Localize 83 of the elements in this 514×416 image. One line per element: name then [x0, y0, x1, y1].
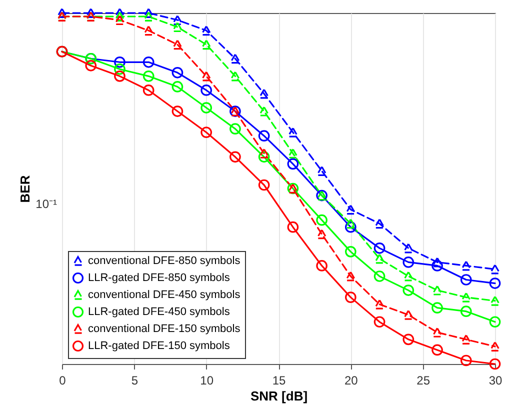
point	[172, 106, 184, 117]
point	[287, 127, 299, 138]
point	[316, 214, 328, 226]
point	[200, 26, 212, 36]
point	[374, 270, 386, 282]
point	[374, 254, 386, 264]
point	[316, 166, 328, 176]
point	[230, 71, 241, 82]
point	[172, 67, 184, 78]
point	[460, 274, 472, 286]
point	[489, 296, 501, 306]
legend-label: LLR-gated DFE-150 symbols	[88, 340, 230, 352]
point	[114, 70, 126, 82]
x-tick-label: 30	[488, 374, 502, 388]
point	[316, 229, 328, 240]
point	[200, 84, 212, 96]
point	[344, 292, 356, 303]
legend-label: conventional DFE-150 symbols	[88, 323, 241, 335]
legend-label: LLR-gated DFE-850 symbols	[88, 272, 230, 284]
point	[316, 260, 328, 272]
point	[172, 81, 184, 92]
point	[230, 151, 241, 163]
point	[287, 148, 299, 158]
point	[114, 8, 126, 18]
x-axis-title: SNR [dB]	[250, 388, 308, 404]
point	[344, 246, 356, 258]
point	[489, 341, 501, 352]
point	[230, 123, 241, 134]
x-tick-label: 10	[200, 374, 214, 388]
point	[432, 260, 443, 272]
point	[258, 179, 270, 191]
point	[402, 334, 414, 346]
point	[114, 15, 126, 26]
point	[489, 278, 501, 289]
point	[258, 148, 270, 158]
point	[489, 358, 501, 370]
point	[460, 306, 472, 318]
point	[142, 84, 154, 96]
x-tick-label: 15	[272, 374, 286, 388]
x-tick-label: 0	[59, 374, 66, 388]
point	[432, 285, 443, 296]
point	[56, 8, 68, 18]
point	[374, 218, 386, 229]
point	[142, 56, 154, 68]
x-tick-label: 20	[344, 374, 358, 388]
point	[258, 151, 270, 163]
point	[200, 71, 212, 82]
legend-label: conventional DFE-450 symbols	[88, 289, 241, 301]
point	[258, 130, 270, 142]
point	[230, 54, 241, 64]
legend-label: conventional DFE-850 symbols	[88, 255, 241, 267]
point	[489, 264, 501, 274]
point	[114, 63, 126, 75]
point	[85, 8, 97, 18]
point	[287, 158, 299, 170]
point	[85, 60, 97, 72]
point	[402, 310, 414, 320]
point	[287, 221, 299, 233]
point	[258, 106, 270, 116]
point	[432, 302, 443, 314]
point	[460, 354, 472, 366]
point	[489, 316, 501, 328]
point	[114, 11, 126, 22]
point	[200, 126, 212, 138]
point	[142, 70, 154, 82]
point	[258, 88, 270, 99]
point	[200, 40, 212, 50]
point	[344, 221, 356, 233]
text: 10⁻¹	[36, 197, 58, 211]
point	[432, 344, 443, 356]
point	[200, 102, 212, 114]
point	[402, 284, 414, 296]
point	[114, 56, 126, 68]
point	[374, 316, 386, 328]
point	[402, 256, 414, 268]
point	[172, 40, 184, 50]
legend-label: LLR-gated DFE-450 symbols	[88, 306, 230, 318]
point	[172, 22, 184, 32]
point	[374, 242, 386, 254]
x-tick-label: 25	[416, 374, 430, 388]
y-axis-title: BER	[18, 174, 32, 203]
x-tick-label: 5	[131, 374, 138, 388]
point	[432, 327, 443, 338]
